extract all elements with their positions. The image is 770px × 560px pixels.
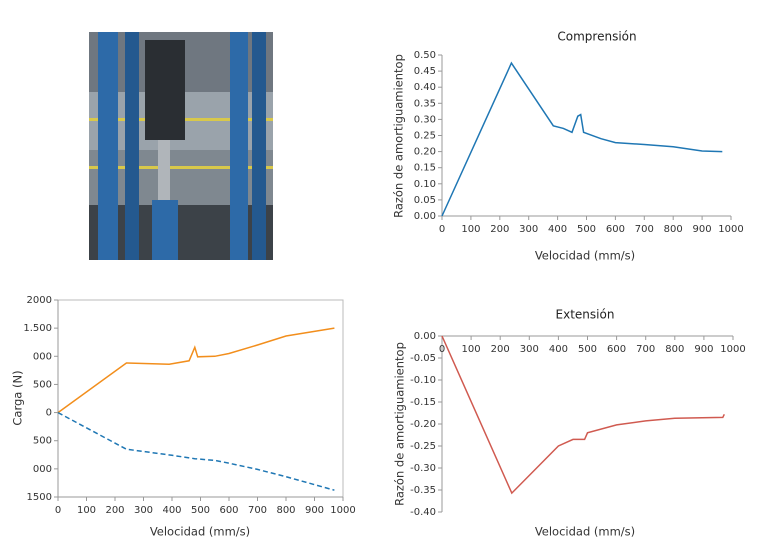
x-tick-label: 500: [191, 505, 210, 516]
y-tick-label: 0.25: [414, 131, 436, 142]
x-tick-label: 500: [577, 224, 596, 235]
y-tick-label: -0.15: [410, 397, 436, 408]
x-tick-label: 0: [439, 344, 445, 355]
y-tick-label: 0.00: [414, 211, 436, 222]
y-tick-label: 0.20: [414, 147, 436, 158]
y-tick-label: -0.05: [410, 353, 436, 364]
x-tick-label: 300: [519, 224, 538, 235]
x-tick-label: 200: [491, 344, 510, 355]
data-line: [57, 411, 335, 491]
x-tick-label: 300: [134, 505, 153, 516]
y-axis-label: Razón de amortiguamientop: [392, 54, 406, 218]
y-tick-label: 500: [33, 379, 52, 390]
y-tick-label: -0.40: [410, 507, 436, 518]
x-tick-label: 400: [162, 505, 181, 516]
x-tick-label: 100: [462, 344, 481, 355]
x-tick-label: 400: [549, 344, 568, 355]
chart-title: Extensión: [556, 308, 615, 322]
y-tick-label: 0.10: [414, 179, 436, 190]
y-tick-label: 0.35: [414, 98, 436, 109]
x-tick-label: 700: [635, 224, 654, 235]
y-tick-label: -0.25: [410, 441, 436, 452]
y-axis-label: Carga (N): [11, 370, 25, 425]
y-axis-label: Razón de amortiguamientop: [393, 342, 407, 506]
data-line: [57, 327, 335, 414]
x-tick-label: 600: [219, 505, 238, 516]
x-tick-label: 500: [578, 344, 597, 355]
photo: [89, 32, 273, 260]
y-tick-label: -0.35: [410, 485, 436, 496]
y-tick-label: 0.00: [414, 331, 436, 342]
y-tick-label: -0.30: [410, 463, 436, 474]
x-tick-label: 600: [606, 224, 625, 235]
x-tick-label: 0: [439, 224, 445, 235]
y-tick-label: 500: [33, 436, 52, 447]
x-tick-label: 900: [694, 344, 713, 355]
y-tick-label: 000: [33, 464, 52, 475]
x-tick-label: 800: [276, 505, 295, 516]
x-tick-label: 1000: [718, 224, 743, 235]
x-tick-label: 100: [77, 505, 96, 516]
y-tick-label: -0.10: [410, 375, 436, 386]
x-tick-label: 300: [520, 344, 539, 355]
y-tick-label: 0.40: [414, 82, 436, 93]
x-tick-label: 1000: [330, 505, 355, 516]
x-tick-label: 900: [305, 505, 324, 516]
y-tick-label: 0.30: [414, 114, 436, 125]
x-tick-label: 100: [461, 224, 480, 235]
x-tick-label: 200: [490, 224, 509, 235]
y-tick-label: 1500: [27, 492, 52, 503]
y-tick-label: 1.500: [23, 323, 52, 334]
y-tick-label: 000: [33, 351, 52, 362]
x-tick-label: 400: [548, 224, 567, 235]
x-tick-label: 900: [693, 224, 712, 235]
x-tick-label: 800: [665, 344, 684, 355]
y-tick-label: 2000: [27, 295, 52, 306]
y-tick-label: 0: [46, 408, 52, 419]
x-tick-label: 1000: [720, 344, 745, 355]
y-tick-label: 0.45: [414, 66, 436, 77]
x-axis-label: Velocidad (mm/s): [535, 525, 635, 539]
x-tick-label: 200: [105, 505, 124, 516]
x-tick-label: 700: [248, 505, 267, 516]
y-tick-label: 0.15: [414, 163, 436, 174]
data-line: [441, 61, 723, 217]
y-tick-label: -0.20: [410, 419, 436, 430]
x-tick-label: 700: [636, 344, 655, 355]
y-tick-label: 0.05: [414, 195, 436, 206]
y-tick-label: 0.50: [414, 50, 436, 61]
x-tick-label: 800: [664, 224, 683, 235]
x-axis-label: Velocidad (mm/s): [535, 249, 635, 263]
chart-title: Comprensión: [557, 30, 636, 44]
plot-frame: [57, 299, 344, 498]
x-tick-label: 600: [607, 344, 626, 355]
x-tick-label: 0: [55, 505, 61, 516]
x-axis-label: Velocidad (mm/s): [150, 525, 250, 539]
data-line: [441, 335, 725, 495]
